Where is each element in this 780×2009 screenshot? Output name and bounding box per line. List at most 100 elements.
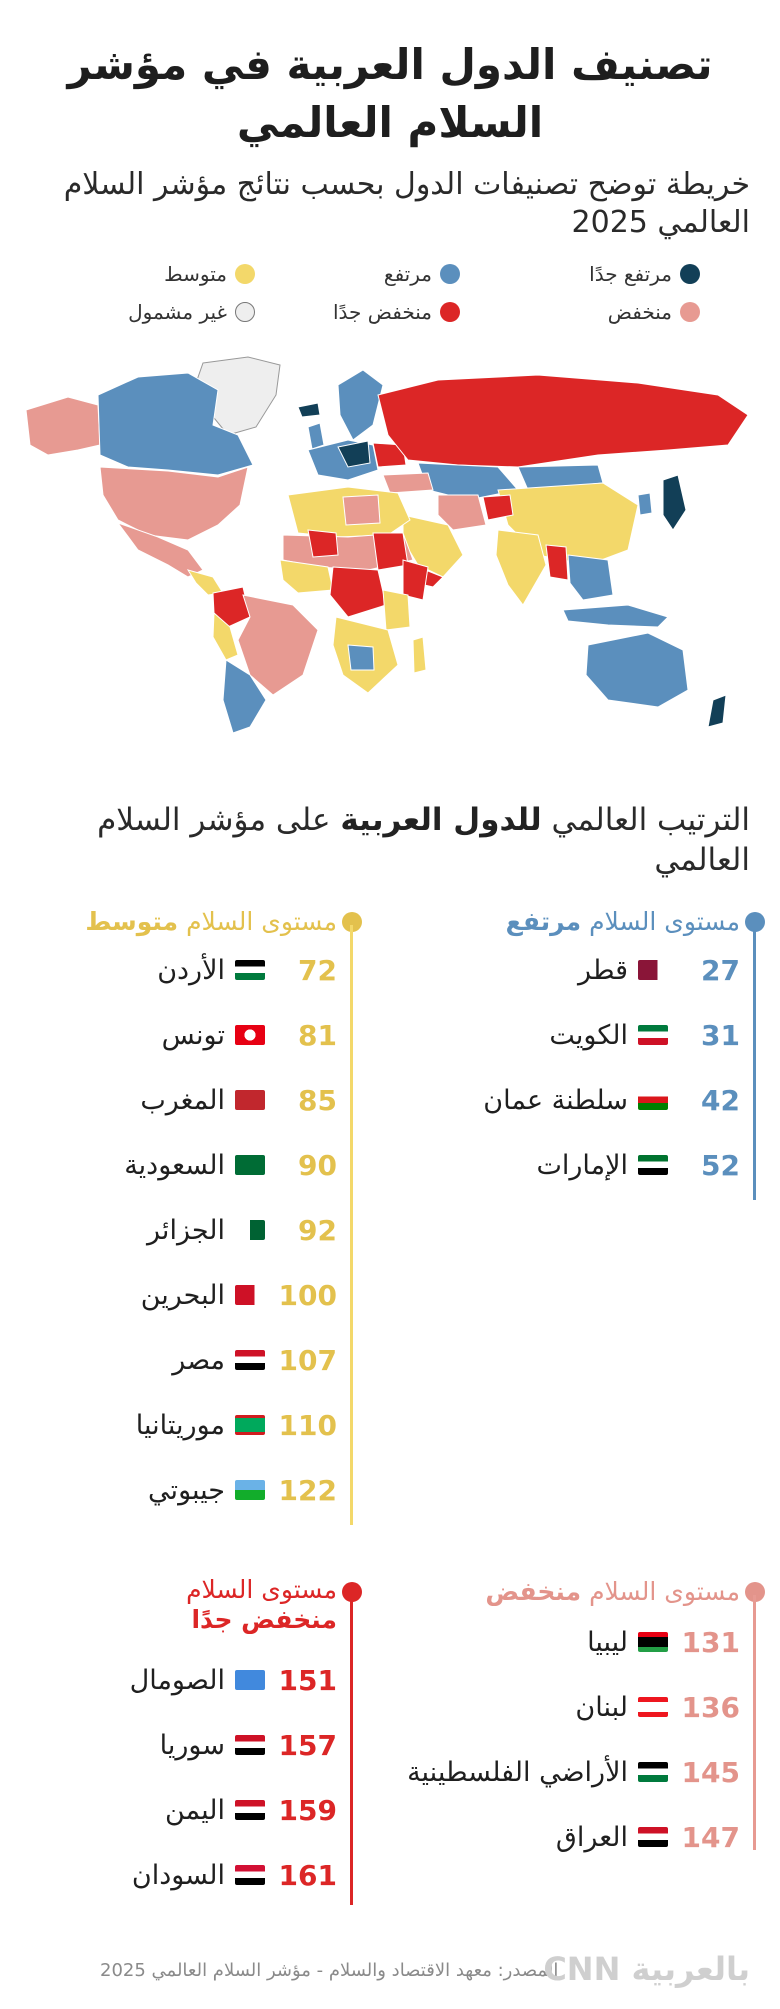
saudi-flag-icon <box>235 1155 265 1175</box>
map-region-brazil <box>237 594 319 696</box>
uae-flag-icon <box>638 1155 668 1175</box>
country-name: مصر <box>172 1344 225 1376</box>
country-row: 151 الصومال <box>130 1660 337 1700</box>
map-region-turkey <box>382 472 434 494</box>
group-dot-very-low <box>342 1582 362 1602</box>
map-region-japan <box>662 474 687 531</box>
map-region-uk <box>307 422 325 450</box>
country-row: 81 تونس <box>162 1015 337 1055</box>
qatar-flag-icon <box>638 960 668 980</box>
country-name: ليبيا <box>587 1626 628 1658</box>
somalia-flag-icon <box>235 1670 265 1690</box>
ranking-heading-pre: الترتيب العالمي <box>541 802 750 838</box>
legend-label: مرتفع <box>383 262 432 286</box>
map-region-libya <box>342 494 381 526</box>
legend-item-not-included: غير مشمول <box>128 300 255 324</box>
jordan-flag-icon <box>235 960 265 980</box>
legend-item-very-high: مرتفع جدًا <box>589 262 700 286</box>
legend-dot <box>440 302 460 322</box>
country-row: 145 الأراضي الفلسطينية <box>407 1752 740 1792</box>
group-heading-high: مستوى السلام مرتفع <box>506 905 740 939</box>
map-region-indonesia <box>562 604 669 628</box>
legend-dot <box>680 264 700 284</box>
map-region-afghanistan <box>482 494 514 521</box>
map-region-usa <box>99 466 249 541</box>
country-rank: 136 <box>681 1690 740 1724</box>
group-line-very-low <box>350 1595 353 1905</box>
country-rank: 85 <box>298 1083 337 1117</box>
legend-dot <box>235 302 255 322</box>
ranking-heading-bold: للدول العربية <box>340 802 542 838</box>
country-rank: 151 <box>278 1663 337 1697</box>
map-region-central-europe <box>337 440 371 468</box>
map-region-india <box>495 529 547 606</box>
map-region-canada <box>97 372 254 476</box>
country-row: 147 العراق <box>556 1817 740 1857</box>
country-rank: 110 <box>278 1408 337 1442</box>
egypt-flag-icon <box>235 1350 265 1370</box>
country-name: تونس <box>161 1019 225 1051</box>
map-region-horn-of-africa <box>402 559 429 601</box>
legend-item-low: منخفض <box>608 300 700 324</box>
country-name: سوريا <box>159 1729 225 1761</box>
source-note: المصدر: معهد الاقتصاد والسلام - مؤشر الس… <box>100 1960 559 1981</box>
country-name: اليمن <box>164 1794 225 1826</box>
country-rank: 159 <box>278 1793 337 1827</box>
country-name: الإمارات <box>536 1149 628 1181</box>
country-rank: 161 <box>278 1858 337 1892</box>
libya-flag-icon <box>638 1632 668 1652</box>
map-region-central-africa <box>329 566 387 618</box>
palestine-flag-icon <box>638 1762 668 1782</box>
group-heading-medium: مستوى السلام متوسط <box>85 905 337 939</box>
map-region-australia <box>585 632 689 708</box>
country-name: السعودية <box>124 1149 225 1181</box>
world-map <box>25 356 749 734</box>
cnn-arabic-logo: بالعربية CNN <box>543 1950 750 1988</box>
morocco-flag-icon <box>235 1090 265 1110</box>
legend-item-medium: متوسط <box>164 262 255 286</box>
country-rank: 90 <box>298 1148 337 1182</box>
country-row: 92 الجزائر <box>147 1210 337 1250</box>
legend-label: منخفض <box>607 300 672 324</box>
group-heading-level: منخفض <box>485 1577 582 1606</box>
tunisia-flag-icon <box>235 1025 265 1045</box>
country-rank: 72 <box>298 953 337 987</box>
kuwait-flag-icon <box>638 1025 668 1045</box>
group-heading-prefix: مستوى السلام <box>581 1577 740 1606</box>
map-region-southeast-asia <box>567 554 614 601</box>
oman-flag-icon <box>638 1090 668 1110</box>
map-subtitle: خريطة توضح تصنيفات الدول بحسب نتائج مؤشر… <box>63 167 750 240</box>
country-row: 27 قطر <box>578 950 740 990</box>
map-region-ukraine <box>372 442 407 468</box>
mauritania-flag-icon <box>235 1415 265 1435</box>
country-row: 136 لبنان <box>575 1687 740 1727</box>
legend-dot <box>680 302 700 322</box>
country-rank: 131 <box>681 1625 740 1659</box>
legend-label: متوسط <box>164 262 227 286</box>
country-name: السودان <box>131 1859 225 1891</box>
legend-label: مرتفع جدًا <box>589 262 672 286</box>
group-heading-prefix: مستوى السلام <box>581 907 740 936</box>
country-rank: 147 <box>681 1820 740 1854</box>
country-rank: 42 <box>701 1083 740 1117</box>
country-rank: 107 <box>278 1343 337 1377</box>
country-rank: 81 <box>298 1018 337 1052</box>
map-region-new-zealand <box>707 694 727 728</box>
country-row: 85 المغرب <box>140 1080 337 1120</box>
ranking-heading-post: على مؤشر السلام العالمي <box>97 802 750 878</box>
country-row: 159 اليمن <box>165 1790 337 1830</box>
group-heading-prefix: مستوى السلام <box>186 1575 337 1604</box>
country-row: 161 السودان <box>132 1855 337 1895</box>
country-row: 157 سوريا <box>160 1725 337 1765</box>
syria-flag-icon <box>235 1735 265 1755</box>
country-row: 52 الإمارات <box>536 1145 740 1185</box>
country-rank: 122 <box>278 1473 337 1507</box>
country-row: 122 جيبوتي <box>148 1470 337 1510</box>
group-line-low <box>753 1595 756 1850</box>
group-dot-low <box>745 1582 765 1602</box>
country-row: 42 سلطنة عمان <box>483 1080 740 1120</box>
group-heading-prefix: مستوى السلام <box>178 907 337 936</box>
map-region-russia <box>377 374 749 468</box>
country-name: لبنان <box>575 1691 628 1723</box>
map-region-iran <box>437 494 487 531</box>
